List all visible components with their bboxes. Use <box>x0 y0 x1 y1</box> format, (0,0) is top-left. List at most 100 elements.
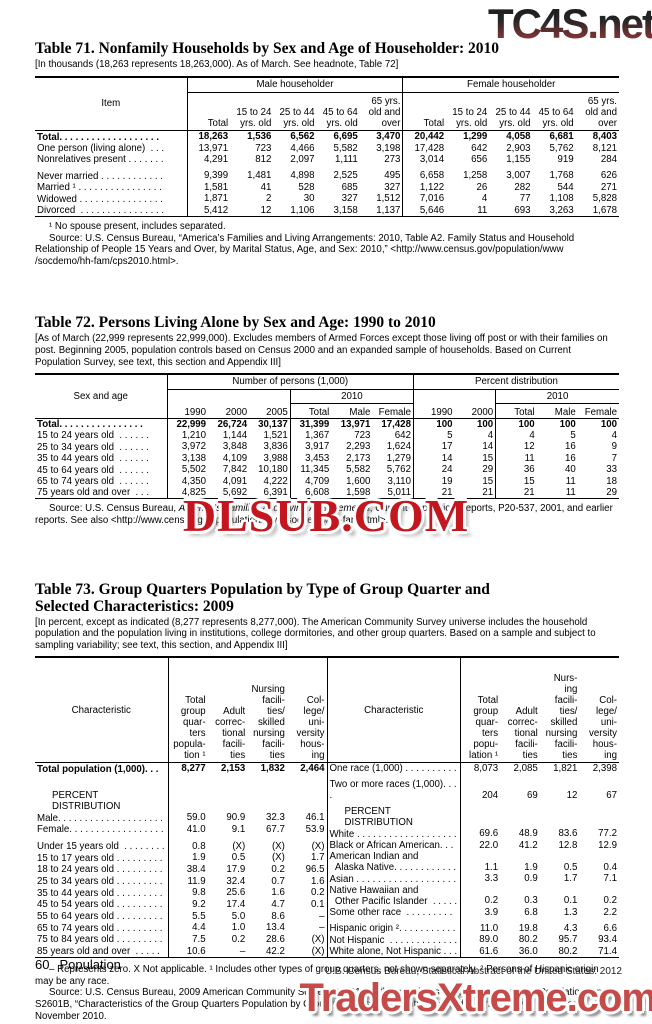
row-label: Hispanic origin ². . . . . . . . . . . <box>327 922 461 935</box>
cell: 642 <box>394 430 411 441</box>
cell: 3,198 <box>376 142 401 154</box>
col-header: Col- lege/ uni- versity hous- ing <box>286 658 327 763</box>
cell <box>402 165 447 171</box>
cell: 3,014 <box>402 153 447 166</box>
cell: 204 <box>481 789 499 801</box>
row-label <box>35 835 169 841</box>
cell: 2,903 <box>506 142 531 154</box>
cell: 41 <box>260 181 272 193</box>
table-divider <box>326 658 328 958</box>
table-73-section: Table 73. Group Quarters Population by T… <box>35 581 619 1023</box>
cell <box>579 806 619 828</box>
cell: 15 <box>482 475 494 487</box>
row-label: Not Hispanic . . . . . . . . . . . . . <box>327 934 461 946</box>
row-label: 35 to 44 years old . . . . . . . . . <box>35 887 169 899</box>
cell: 3,453 <box>289 452 332 465</box>
row-label: Total. . . . . . . . . . . . . . . . <box>35 418 168 430</box>
cell: 282 <box>514 181 531 193</box>
row-label: 65 to 74 years old . . . . . . . . . <box>35 921 169 934</box>
col-header: Male <box>331 403 373 419</box>
publication-credit: U.S. Census Bureau, Statistical Abstract… <box>325 966 622 977</box>
row-label: One person (living alone) . . . <box>35 142 188 154</box>
cell: 30 <box>303 193 315 205</box>
cell: 1,512 <box>376 193 401 205</box>
cell: 10,180 <box>258 464 288 476</box>
cell: 8,121 <box>592 142 617 154</box>
cell: 19 <box>412 475 455 488</box>
row-label: 35 to 44 years old . . . . . . <box>35 452 168 465</box>
table-row: PERCENT DISTRIBUTION <box>327 806 620 829</box>
cell: 77 <box>519 193 531 205</box>
table-row: Never married . . . . . . . . . . . . 9,3… <box>35 170 619 182</box>
table-row: Total. . . . . . . . . . . . . . . . . .… <box>35 130 619 143</box>
table-row: 15 to 24 years old . . . . . . 1,210 1,144… <box>35 430 619 442</box>
row-label: 18 to 24 years old . . . . . . . . . <box>35 863 169 876</box>
cell: 6,608 <box>289 487 332 499</box>
cell: 21 <box>412 487 455 499</box>
cell: 626 <box>600 170 617 182</box>
col-header-characteristic: Characteristic <box>327 658 461 763</box>
cell: 1,367 <box>289 430 332 442</box>
cell: 1,536 <box>247 131 272 143</box>
table-row <box>35 835 327 841</box>
cell: 5,011 <box>387 487 411 499</box>
cell: 33 <box>606 464 617 476</box>
cell: 2,525 <box>333 170 358 182</box>
cell: 15 <box>482 452 494 464</box>
table-row: Married ¹ . . . . . . . . . . . . . . . … <box>35 181 619 194</box>
cell: 0.2 <box>311 887 325 899</box>
table-73-title: Table 73. Group Quarters Population by T… <box>35 580 490 615</box>
cell: 1,106 <box>290 204 315 216</box>
table-73: Characteristic Total group quar- ters po… <box>35 656 620 959</box>
cell <box>287 790 327 813</box>
cell: 20,442 <box>402 130 447 143</box>
cell: 1,832 <box>260 763 285 775</box>
cell: 0.5 <box>231 852 246 864</box>
row-label: 45 to 54 years old . . . . . . . . . <box>35 898 169 911</box>
source-note: Source: U.S. Census Bureau, “America’s F… <box>35 232 575 267</box>
col-header-sex-age: Sex and age <box>35 374 168 419</box>
cell: 80.2 <box>518 934 538 946</box>
cell: 7.5 <box>192 933 206 945</box>
cell: 1,481 <box>247 170 272 182</box>
cell: 36.0 <box>518 945 538 957</box>
cell: 4 <box>487 430 494 441</box>
cell: 53.9 <box>305 823 325 835</box>
cell: 5,582 <box>346 464 371 476</box>
cell: 100 <box>412 418 455 430</box>
cell: 11 <box>495 452 537 465</box>
cell: 9.1 <box>231 823 246 835</box>
cell: (X) <box>311 840 325 852</box>
cell: 3,972 <box>181 441 207 453</box>
cell: 67.7 <box>266 823 285 835</box>
cell: 6,695 <box>333 131 358 143</box>
row-label: Asian . . . . . . . . . . . . . . . . . … <box>327 873 461 885</box>
cell: 17,428 <box>381 418 411 430</box>
col-header: 25 to 44 yrs. old <box>489 92 533 132</box>
row-label: 15 to 24 years old . . . . . . <box>35 430 168 442</box>
row-label: Native Hawaiian and Other Pacific Island… <box>327 884 461 907</box>
cell: 7.1 <box>603 873 617 885</box>
cell: 3.3 <box>484 873 499 885</box>
col-header: 1990 <box>167 403 209 419</box>
cell: 32.4 <box>226 875 246 887</box>
group-header-number: Number of persons (1,000) <box>167 374 414 390</box>
cell: 723 <box>354 430 371 441</box>
page-footer: 60 Population <box>35 957 121 972</box>
col-header: 15 to 24 yrs. old <box>446 92 490 132</box>
cell: 3,988 <box>263 452 288 464</box>
cell: 2.2 <box>603 906 617 918</box>
cell: 3,917 <box>289 441 332 453</box>
cell: 8,403 <box>592 131 617 143</box>
table-row: Widowed . . . . . . . . . . . . . . . . 1… <box>35 193 619 205</box>
row-label <box>327 801 461 807</box>
cell: 26,724 <box>217 418 248 430</box>
table-row: 45 to 64 years old . . . . . . 5,502 7,842… <box>35 464 619 476</box>
cell: 3.9 <box>484 906 499 918</box>
row-label: 55 to 64 years old . . . . . . . . . <box>35 910 169 922</box>
cell: 1,279 <box>386 452 411 464</box>
cell: 1,768 <box>549 170 574 182</box>
col-header: Male <box>536 403 578 419</box>
cell: 4,058 <box>506 131 531 143</box>
cell: 19.8 <box>518 922 538 934</box>
